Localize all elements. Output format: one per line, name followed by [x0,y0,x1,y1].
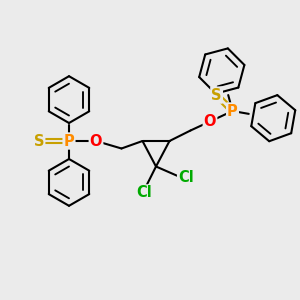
Text: S: S [211,88,222,103]
Text: Cl: Cl [136,185,152,200]
Text: O: O [204,114,216,129]
Text: O: O [90,134,102,148]
Text: P: P [64,134,74,148]
Text: P: P [227,103,238,118]
Text: S: S [34,134,44,148]
Text: Cl: Cl [178,169,194,184]
